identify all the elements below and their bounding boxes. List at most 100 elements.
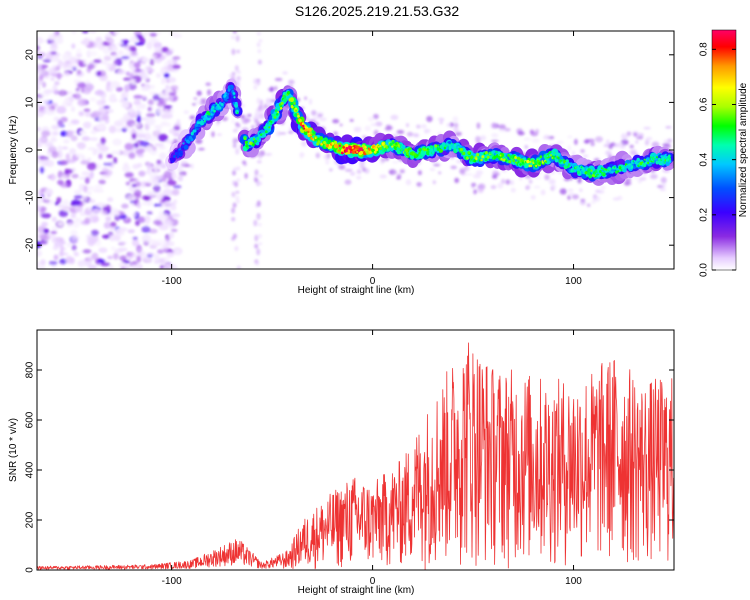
spectrogram-ridge-cell bbox=[470, 155, 474, 159]
spectrogram-speckle bbox=[264, 152, 273, 156]
spectrogram-speckle bbox=[235, 190, 240, 194]
spectrogram-speckle bbox=[247, 113, 252, 117]
spectrogram-speckle bbox=[97, 259, 106, 264]
spectrogram-speckle bbox=[97, 44, 106, 50]
spectrogram-speckle bbox=[39, 166, 45, 174]
spectrogram-ridge-cell bbox=[562, 158, 565, 161]
spectrogram-speckle bbox=[169, 169, 176, 174]
spectrogram-speckle bbox=[81, 136, 90, 142]
spectrogram-speckle bbox=[205, 82, 211, 86]
spectrogram-speckle bbox=[53, 254, 59, 261]
spectrogram-speckle bbox=[53, 116, 60, 122]
spectrogram-heatmap bbox=[37, 31, 674, 269]
spectrogram-speckle bbox=[77, 82, 86, 89]
spectrogram-speckle bbox=[147, 106, 152, 112]
spectrogram-speckle bbox=[57, 119, 64, 127]
spectrogram-speckle bbox=[160, 92, 165, 97]
spectrogram-speckle bbox=[490, 185, 497, 190]
spectrogram-ridge-cell bbox=[603, 172, 606, 176]
spectrogram-speckle bbox=[423, 128, 431, 133]
spectrogram-speckle bbox=[173, 185, 182, 189]
spectrogram-speckle bbox=[132, 260, 138, 266]
spectrogram-speckle bbox=[139, 37, 145, 41]
spectrogram-speckle bbox=[416, 124, 421, 129]
spectrogram-ridge-cell bbox=[478, 159, 481, 162]
spectrogram-speckle bbox=[37, 138, 48, 142]
spectrogram-speckle bbox=[146, 113, 156, 118]
spectrogram-speckle bbox=[149, 91, 158, 95]
spectrogram-speckle bbox=[79, 130, 87, 135]
spectrogram-ridge-cell bbox=[495, 150, 498, 154]
spectrogram-speckle bbox=[180, 160, 188, 164]
spectrogram-speckle bbox=[257, 49, 262, 54]
spectrogram-speckle bbox=[99, 145, 109, 152]
spectrogram-speckle bbox=[167, 79, 174, 84]
spectrogram-y-tick-label: 20 bbox=[25, 49, 36, 61]
spectrogram-speckle bbox=[59, 244, 65, 253]
spectrogram-speckle bbox=[259, 99, 263, 106]
spectrogram-ridge-cell bbox=[574, 165, 578, 169]
spectrogram-speckle bbox=[70, 119, 80, 125]
spectrogram-speckle bbox=[120, 56, 130, 60]
spectrogram-speckle bbox=[50, 133, 56, 140]
spectrogram-speckle bbox=[629, 144, 634, 149]
spectrogram-speckle bbox=[96, 163, 102, 169]
spectrogram-ridge-cell bbox=[576, 170, 581, 174]
spectrogram-ridge-cell bbox=[400, 148, 404, 152]
spectrogram-speckle bbox=[122, 164, 131, 173]
spectrogram-ridge-cell bbox=[232, 92, 236, 95]
spectrogram-speckle bbox=[92, 189, 100, 193]
spectrogram-ridge-cell bbox=[439, 148, 443, 153]
spectrogram-speckle bbox=[94, 184, 103, 190]
spectrogram-speckle bbox=[143, 195, 150, 201]
spectrogram-speckle bbox=[123, 77, 131, 81]
spectrogram-speckle bbox=[454, 122, 459, 128]
spectrogram-speckle bbox=[624, 181, 630, 186]
spectrogram-ridge-cell bbox=[649, 156, 652, 159]
spectrogram-speckle bbox=[65, 130, 74, 138]
spectrogram-speckle bbox=[63, 71, 70, 77]
spectrogram-speckle bbox=[282, 71, 288, 75]
spectrogram-speckle bbox=[304, 96, 308, 100]
spectrogram-speckle bbox=[78, 60, 85, 67]
spectrogram-speckle bbox=[176, 165, 183, 172]
spectrogram-speckle bbox=[133, 189, 142, 197]
spectrogram-speckle bbox=[387, 126, 394, 130]
spectrogram-ridge-cell bbox=[303, 127, 306, 130]
spectrogram-speckle bbox=[551, 184, 557, 190]
spectrogram-ridge-cell bbox=[588, 174, 593, 179]
spectrogram-speckle bbox=[308, 98, 313, 105]
spectrogram-ridge-cell bbox=[587, 171, 591, 176]
spectrogram-speckle bbox=[120, 103, 129, 108]
spectrogram-speckle bbox=[90, 229, 99, 237]
spectrogram-speckle bbox=[156, 72, 161, 79]
spectrogram-ridge-cell bbox=[475, 157, 478, 161]
spectrogram-ridge-cell bbox=[566, 165, 570, 169]
spectrogram-speckle bbox=[433, 163, 441, 167]
spectrogram-speckle bbox=[624, 178, 632, 182]
colorbar-ticks: 0.0 0.2 0.4 0.6 0.8 bbox=[699, 42, 736, 277]
spectrogram-speckle bbox=[663, 139, 669, 143]
spectrogram-ridge-cell bbox=[176, 155, 180, 159]
spectrogram-speckle bbox=[54, 81, 60, 86]
spectrogram-speckle bbox=[97, 89, 103, 93]
spectrogram-ridge-cell bbox=[280, 107, 283, 110]
spectrogram-speckle bbox=[158, 224, 169, 231]
spectrogram-speckle bbox=[43, 89, 54, 94]
spectrogram-ridge-cell bbox=[201, 115, 204, 119]
spectrogram-speckle bbox=[446, 123, 451, 127]
spectrogram-ridge-cell bbox=[663, 161, 666, 164]
spectrogram-ridge-cell bbox=[303, 130, 308, 136]
spectrogram-ridge-cell bbox=[514, 156, 517, 160]
spectrogram-speckle bbox=[39, 207, 46, 213]
spectrogram-speckle bbox=[236, 200, 240, 204]
spectrogram-speckle bbox=[163, 200, 173, 209]
spectrogram-speckle bbox=[47, 110, 57, 115]
spectrogram-speckle bbox=[236, 166, 241, 171]
spectrogram-speckle bbox=[231, 71, 236, 76]
spectrogram-ridge-cell bbox=[341, 151, 344, 155]
spectrogram-speckle bbox=[232, 137, 237, 145]
spectrogram-ridge-cell bbox=[646, 158, 650, 162]
spectrogram-speckle bbox=[141, 225, 151, 234]
